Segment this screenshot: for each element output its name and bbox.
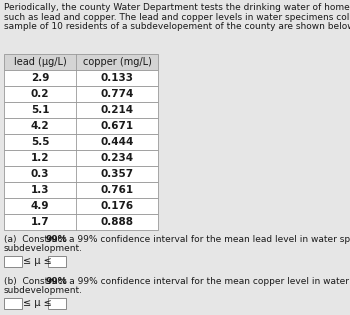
Bar	[4, 54, 158, 70]
Text: subdevelopment.: subdevelopment.	[4, 244, 83, 253]
Text: lead (μg/L): lead (μg/L)	[14, 57, 66, 67]
Text: 0.444: 0.444	[100, 137, 134, 147]
Bar	[4, 198, 158, 214]
Text: 0.774: 0.774	[100, 89, 134, 99]
Text: copper (mg/L): copper (mg/L)	[83, 57, 152, 67]
Text: such as lead and copper. The lead and copper levels in water specimens collected: such as lead and copper. The lead and co…	[4, 13, 350, 21]
Text: 0.3: 0.3	[31, 169, 49, 179]
Text: subdevelopment.: subdevelopment.	[4, 286, 83, 295]
Text: 1.7: 1.7	[31, 217, 49, 227]
Text: sample of 10 residents of a subdevelopement of the county are shown below.: sample of 10 residents of a subdevelopem…	[4, 22, 350, 31]
Text: 99%: 99%	[46, 277, 67, 286]
Text: 4.9: 4.9	[31, 201, 49, 211]
Bar	[4, 182, 158, 198]
Text: 5.5: 5.5	[31, 137, 49, 147]
Text: (a)  Construct a 99% confidence interval for the mean lead level in water specim: (a) Construct a 99% confidence interval …	[4, 235, 350, 244]
Text: 0.671: 0.671	[100, 121, 134, 131]
Text: 0.2: 0.2	[31, 89, 49, 99]
Text: 0.234: 0.234	[100, 153, 134, 163]
Bar	[4, 298, 22, 309]
Bar	[4, 166, 158, 182]
Bar	[48, 256, 66, 267]
Text: ≤ μ ≤: ≤ μ ≤	[23, 299, 52, 308]
Text: Periodically, the county Water Department tests the drinking water of homeowners: Periodically, the county Water Departmen…	[4, 3, 350, 12]
Text: 0.214: 0.214	[100, 105, 134, 115]
Text: 1.2: 1.2	[31, 153, 49, 163]
Text: 2.9: 2.9	[31, 73, 49, 83]
Text: 4.2: 4.2	[31, 121, 49, 131]
Bar	[4, 70, 158, 86]
Text: 0.888: 0.888	[100, 217, 133, 227]
Text: 99%: 99%	[46, 235, 67, 244]
Bar	[4, 118, 158, 134]
Bar	[48, 298, 66, 309]
Text: 1.3: 1.3	[31, 185, 49, 195]
Text: 0.357: 0.357	[100, 169, 134, 179]
Bar	[4, 150, 158, 166]
Bar	[4, 214, 158, 230]
Text: ≤ μ ≤: ≤ μ ≤	[23, 256, 52, 266]
Text: 5.1: 5.1	[31, 105, 49, 115]
Text: (b)  Construct a 99% confidence interval for the mean copper level in water spec: (b) Construct a 99% confidence interval …	[4, 277, 350, 286]
Text: 0.176: 0.176	[100, 201, 134, 211]
Bar	[4, 86, 158, 102]
Bar	[4, 134, 158, 150]
Text: 0.133: 0.133	[100, 73, 133, 83]
Text: 0.761: 0.761	[100, 185, 134, 195]
Bar	[4, 102, 158, 118]
Bar	[4, 256, 22, 267]
